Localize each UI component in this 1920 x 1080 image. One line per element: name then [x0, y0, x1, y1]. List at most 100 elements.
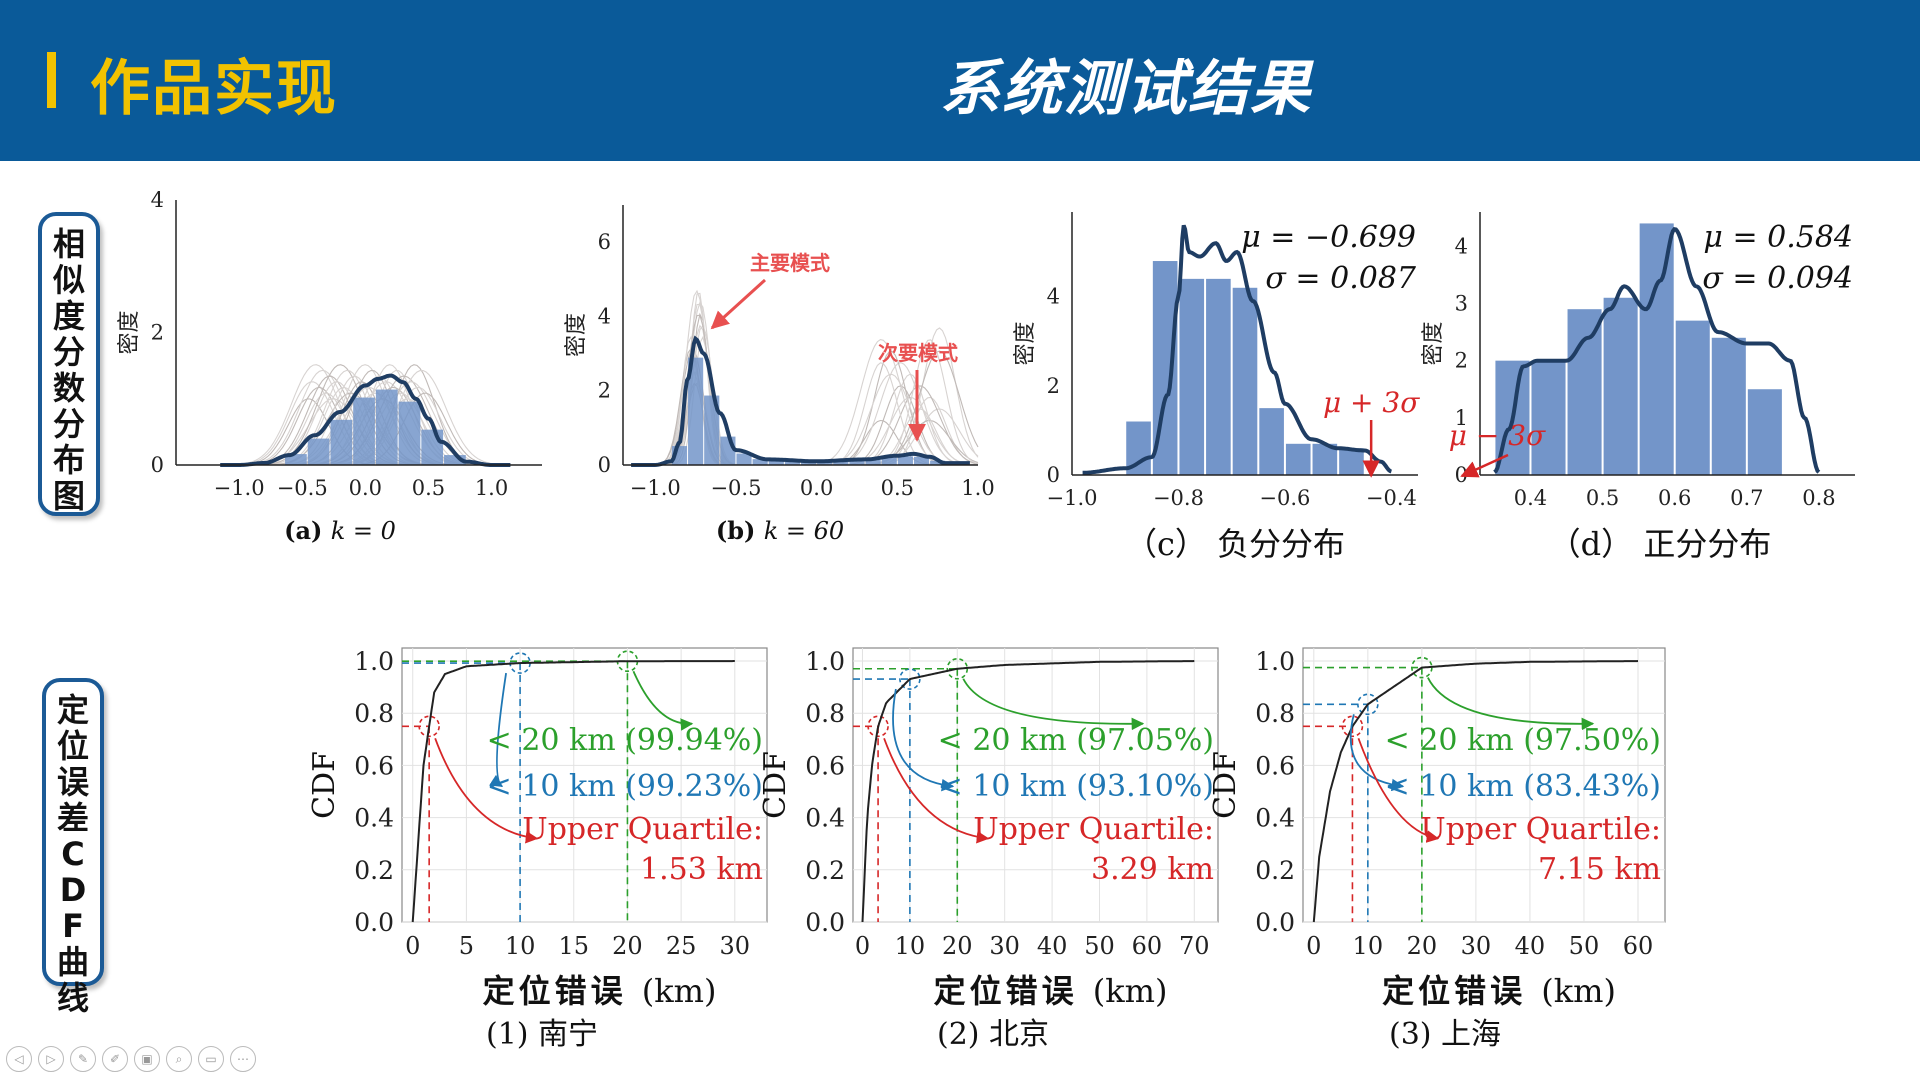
- next-icon[interactable]: ▷: [38, 1046, 64, 1072]
- x-tick-label: 10: [1353, 932, 1384, 960]
- annot-mu-plus: μ + 3σ: [1323, 386, 1420, 419]
- more-icon[interactable]: ⋯: [230, 1046, 256, 1072]
- y-tick-label: 1: [1455, 406, 1468, 430]
- arrow-uq: [1357, 737, 1440, 843]
- x-axis-label: 定位错误 (km): [483, 972, 717, 1010]
- arrow-uq: [434, 737, 539, 844]
- x-tick-label: 0.0: [349, 476, 382, 500]
- edit-icon[interactable]: ✐: [102, 1046, 128, 1072]
- hist-bar: [1567, 309, 1602, 475]
- guide-marker: [867, 715, 889, 738]
- x-tick-label: 0: [1306, 932, 1321, 960]
- side-label-similarity-text: 相似度分数分布图: [52, 225, 85, 515]
- kde-gray-curves: [623, 289, 979, 466]
- label-uq-value: 7.15 km: [1538, 852, 1661, 887]
- x-tick-label: −0.5: [277, 476, 328, 500]
- x-tick-label: 20: [1407, 932, 1438, 960]
- x-tick-label: 0.0: [800, 476, 833, 500]
- panel-caption: （c） 负分分布: [1125, 525, 1345, 563]
- label-10km: < 10 km (99.23%): [487, 769, 763, 804]
- x-axis-label: 定位错误 (km): [1382, 972, 1616, 1010]
- camera-icon[interactable]: ▭: [198, 1046, 224, 1072]
- y-tick-label: 2: [1047, 374, 1060, 398]
- label-10km: < 10 km (83.43%): [1385, 769, 1661, 804]
- x-axis-label-cn: 定位错误: [934, 972, 1093, 1010]
- x-tick-label: 60: [1623, 932, 1654, 960]
- y-axis-label: CDF: [758, 751, 793, 819]
- cdf-panel-3: 0.0 0.2 0.4 0.6 0.8 1.0 0 10 20 30 40 50 60 < 20 km (…: [1208, 647, 1666, 1052]
- x-tick-label: 50: [1569, 932, 1600, 960]
- panel-caption: (3) 上海: [1389, 1017, 1501, 1052]
- label-uq-value: 3.29 km: [1091, 852, 1214, 887]
- mu-label: μ = 0.584: [1703, 220, 1853, 255]
- arrow-10km: [1349, 714, 1405, 792]
- slides-icon[interactable]: ▣: [134, 1046, 160, 1072]
- hist-bar: [1232, 287, 1258, 475]
- hist-bar: [1675, 320, 1710, 475]
- x-tick-label: 0.5: [881, 476, 914, 500]
- x-axis-label-cn: 定位错误: [483, 972, 642, 1010]
- density-panel-b: −1.0 −0.5 0.0 0.5 1.0 0 2 4 6 密度 (b) k = 60 主要模式次要模…: [564, 205, 995, 545]
- prev-icon[interactable]: ◁: [6, 1046, 32, 1072]
- y-tick-label: 4: [598, 304, 611, 328]
- section-title: 作品实现: [90, 54, 338, 124]
- x-tick-label: 0: [855, 932, 870, 960]
- hist-bar: [1603, 297, 1638, 475]
- density-bar: [688, 357, 704, 465]
- density-bar: [930, 460, 946, 465]
- label-uq: Upper Quartile:: [522, 812, 763, 847]
- y-tick-label: 2: [598, 379, 611, 403]
- pen-icon[interactable]: ✎: [70, 1046, 96, 1072]
- density-bar: [784, 461, 800, 465]
- cdf-curve: [411, 660, 735, 923]
- x-tick-label: −0.6: [1259, 486, 1310, 510]
- x-tick-label: 40: [1037, 932, 1068, 960]
- caption-k: k = 0: [331, 517, 396, 545]
- kde-main-curve: [220, 373, 511, 467]
- x-tick-label: 0: [405, 932, 420, 960]
- x-tick-label: 0.6: [1658, 486, 1691, 510]
- annot-secondary-mode: 次要模式: [878, 341, 958, 365]
- arrow-10km: [892, 688, 955, 792]
- x-tick-label: 0.5: [412, 476, 445, 500]
- y-tick-label: 0.6: [1255, 751, 1295, 780]
- y-tick-label: 0: [1047, 463, 1060, 487]
- x-tick-label: 40: [1515, 932, 1546, 960]
- y-tick-label: 0: [151, 453, 164, 477]
- hist-bar: [1711, 337, 1746, 475]
- density-bar: [375, 389, 398, 465]
- cdf-panel-2: 0.0 0.2 0.4 0.6 0.8 1.0 0 10 20 30 40 50 60 70 < 20 km…: [758, 647, 1219, 1052]
- x-tick-label: 10: [505, 932, 536, 960]
- annot-main-arrow: [710, 278, 767, 330]
- density-bar: [704, 395, 720, 465]
- y-tick-label: 0.2: [805, 856, 845, 885]
- y-axis-label: 密度: [1421, 321, 1446, 365]
- y-tick-label: 6: [598, 230, 611, 254]
- y-tick-label: 0.4: [1255, 804, 1295, 833]
- mu-label: μ = −0.699: [1241, 220, 1416, 255]
- density-bar: [801, 461, 817, 465]
- y-tick-label: 2: [1455, 349, 1468, 373]
- side-label-similarity: 相似度分数分布图: [38, 212, 100, 516]
- panel-caption: (2) 北京: [937, 1017, 1049, 1052]
- density-bar: [833, 461, 849, 465]
- density-bar: [353, 397, 375, 465]
- zoom-icon[interactable]: ⌕: [166, 1046, 192, 1072]
- density-curve: [1082, 224, 1392, 475]
- x-axis-label-unit: (km): [1093, 972, 1168, 1010]
- label-uq-value: 1.53 km: [640, 852, 763, 887]
- hist-bar: [1339, 448, 1364, 475]
- density-bar: [768, 460, 784, 465]
- density-panel-c: −1.0 −0.8 −0.6 −0.4 0 2 4 密度 （c） 负分分布 μ = −0.699 σ…: [1013, 212, 1420, 563]
- annot-mu-minus-arrow: [1460, 453, 1509, 478]
- x-axis-label-unit: (km): [1541, 972, 1616, 1010]
- label-uq: Upper Quartile:: [1420, 812, 1661, 847]
- x-tick-label: 0.5: [1586, 486, 1619, 510]
- x-tick-label: 70: [1179, 932, 1210, 960]
- density-bar: [398, 401, 421, 465]
- x-tick-label: 10: [895, 932, 926, 960]
- density-bar: [752, 459, 768, 465]
- sigma-label: σ = 0.094: [1702, 261, 1853, 296]
- y-tick-label: 0.6: [805, 751, 845, 780]
